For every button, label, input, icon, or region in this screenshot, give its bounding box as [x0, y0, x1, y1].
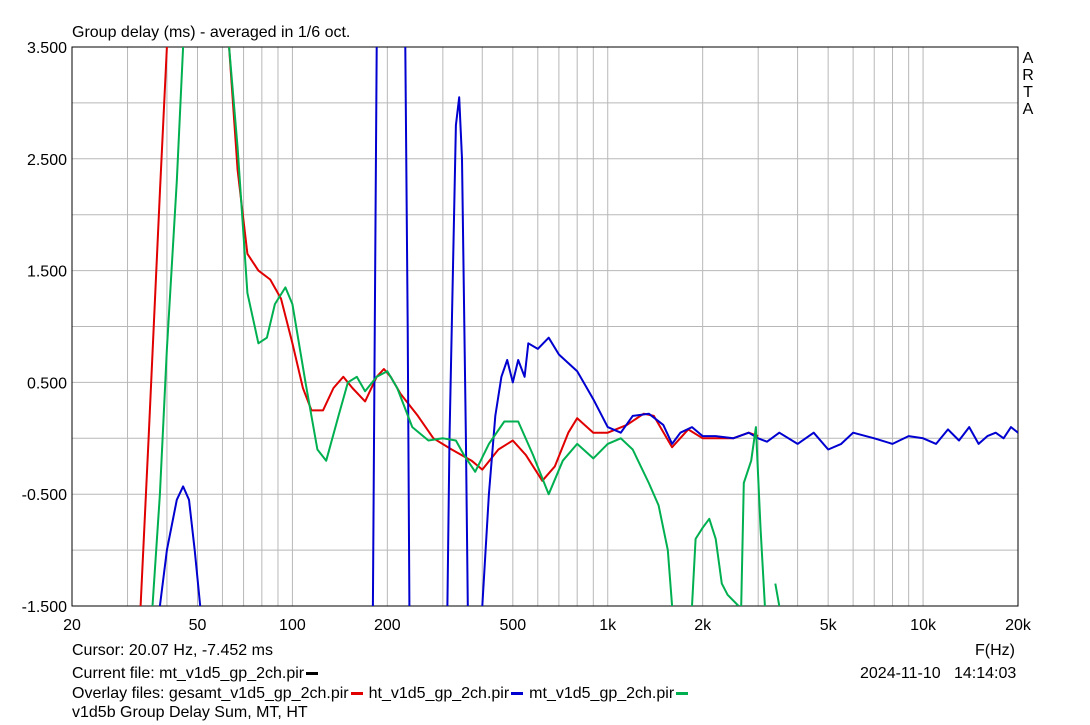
y-tick-label: -1.500: [22, 599, 67, 616]
y-tick-label: -0.500: [22, 487, 67, 504]
x-tick-label: 5k: [820, 617, 838, 634]
current-file-line: Current file: mt_v1d5_gp_2ch.pir: [72, 665, 324, 683]
x-tick-label: 500: [499, 617, 526, 634]
y-tick-label: 2.500: [27, 152, 67, 169]
current-file-label: Current file: mt_v1d5_gp_2ch.pir: [72, 665, 305, 682]
y-tick-label: 1.500: [27, 264, 67, 281]
plot-frame: [71, 46, 1019, 607]
brand-letter: A: [1023, 101, 1034, 118]
brand-letter: T: [1023, 84, 1033, 101]
description: v1d5b Group Delay Sum, MT, HT: [72, 704, 308, 721]
x-tick-label: 1k: [599, 617, 617, 634]
x-tick-label: 100: [279, 617, 306, 634]
current-file-swatch: [306, 672, 319, 676]
series-line-ht-v1d5-gp-2ch-pir: [158, 47, 1018, 606]
x-tick-label: 2k: [694, 617, 712, 634]
overlay-file-swatch: [511, 692, 524, 696]
cursor-readout: Cursor: 20.07 Hz, -7.452 ms: [72, 642, 273, 659]
overlay-file-name: gesamt_v1d5_gp_2ch.pir: [168, 685, 349, 702]
overlay-label: Overlay files:: [72, 685, 169, 702]
overlay-file-name: mt_v1d5_gp_2ch.pir: [529, 685, 675, 702]
overlay-files-line: Overlay files: gesamt_v1d5_gp_2ch.pir ht_…: [72, 685, 694, 703]
x-tick-label: 20k: [1005, 617, 1032, 634]
x-tick-label: 50: [189, 617, 207, 634]
y-tick-label: 0.500: [27, 375, 67, 392]
brand-letter: R: [1022, 67, 1034, 84]
x-axis-label: F(Hz): [975, 642, 1015, 659]
chart-title: Group delay (ms) - averaged in 1/6 oct.: [72, 24, 351, 41]
y-tick-label: 3.500: [27, 40, 67, 57]
x-tick-label: 200: [374, 617, 401, 634]
series-line-mt-v1d5-gp-2ch-pir: [151, 47, 781, 606]
overlay-file-swatch: [350, 692, 363, 696]
x-tick-label: 10k: [910, 617, 937, 634]
timestamp: 2024-11-10 14:14:03: [860, 665, 1017, 682]
brand-letter: A: [1023, 50, 1034, 67]
x-tick-label: 20: [63, 617, 81, 634]
overlay-file-swatch: [676, 692, 689, 696]
overlay-file-name: ht_v1d5_gp_2ch.pir: [368, 685, 510, 702]
